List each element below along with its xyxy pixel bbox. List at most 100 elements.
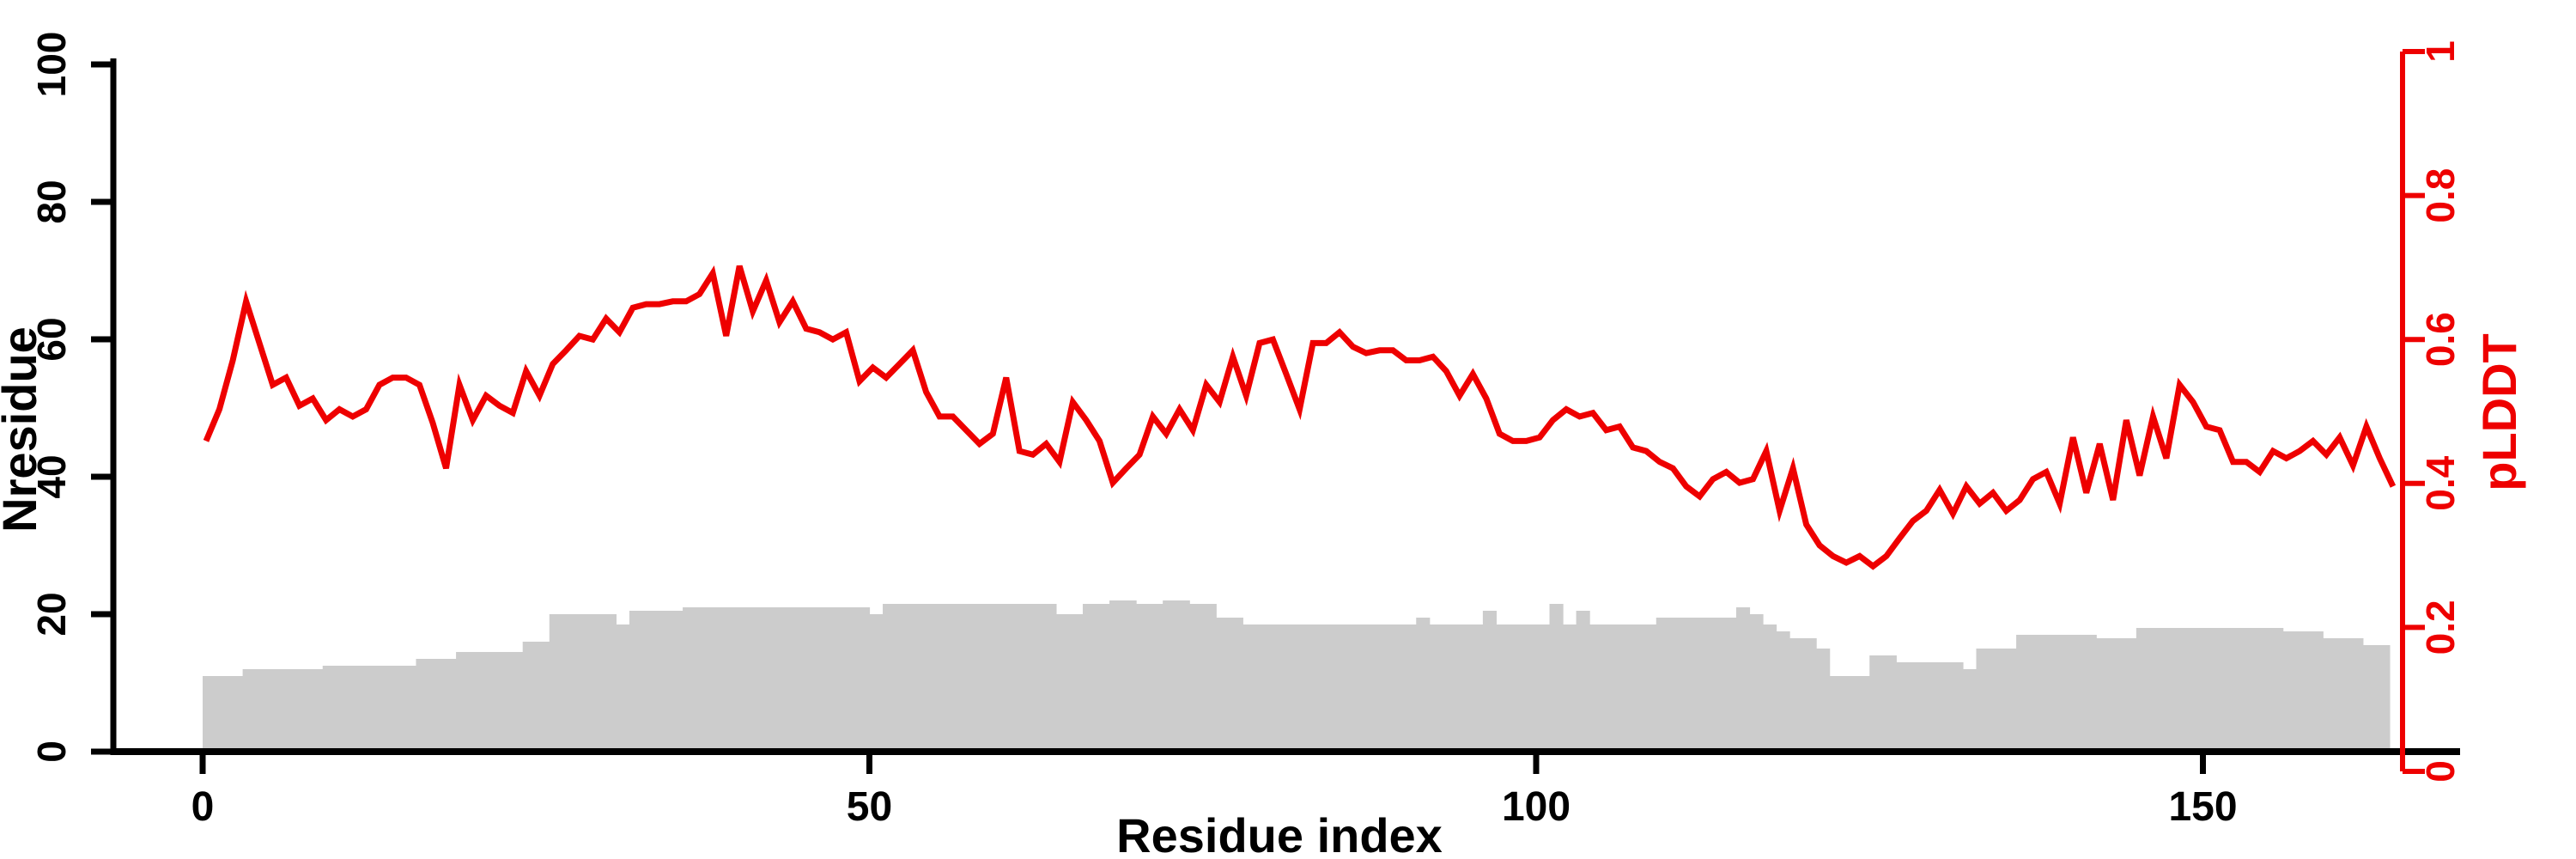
bar-residue [1616, 624, 1631, 752]
bar-residue [1255, 624, 1270, 752]
bar-residue [322, 666, 337, 752]
bar-residue [1949, 662, 1964, 752]
bar-residue [2149, 628, 2164, 752]
bar-residue [1776, 631, 1790, 752]
bar-residue [616, 624, 630, 752]
y-axis-right-tick-label: 0.4 [2418, 455, 2463, 510]
bar-residue [309, 669, 324, 752]
bar-residue [1309, 624, 1324, 752]
bar-residue [2176, 628, 2190, 752]
bar-residue [802, 607, 817, 752]
bar-residue [1482, 611, 1498, 752]
bar-residue [509, 652, 524, 752]
bar-residue [1843, 676, 1857, 752]
bar-residue [575, 614, 590, 752]
bar-residue [1455, 624, 1470, 752]
bar-residue [2043, 635, 2057, 752]
bar-residue [1536, 624, 1551, 752]
y-axis-right-tick-label: 0.6 [2418, 312, 2463, 367]
bar-residue [855, 607, 871, 752]
bar-residue [2256, 628, 2270, 752]
bar-residue [1189, 604, 1204, 752]
bar-residue [1656, 618, 1670, 752]
bar-residue [1296, 624, 1310, 752]
bar-residue [1469, 624, 1484, 752]
bar-residue [1416, 618, 1431, 752]
bar-residue [349, 666, 363, 752]
bar-residue [2016, 635, 2031, 752]
bar-residue [402, 666, 417, 752]
y-axis-right-title: pLDDT [2472, 333, 2526, 491]
bar-residue [709, 607, 724, 752]
bar-residue [842, 607, 857, 752]
y-axis-left-tick-label: 80 [29, 180, 74, 223]
bar-residue [602, 614, 617, 752]
bar-residue [1923, 662, 1937, 752]
bar-residue [1802, 638, 1817, 752]
bar-residue [1589, 624, 1604, 752]
y-axis-right-tick-label: 0.2 [2418, 600, 2463, 655]
axes: 0 20 40 60 80 100 0 50 100 150 0 0.2 0.4 0.6 0.8 1 [29, 32, 2463, 830]
bar-residue [909, 604, 924, 752]
bar-residue [522, 642, 537, 752]
plddt-line [203, 265, 2397, 570]
bar-residue [469, 652, 483, 752]
bar-residue [1643, 624, 1657, 752]
bar-residue [2296, 631, 2311, 752]
bar-residue [869, 614, 884, 752]
bar-residue [1576, 611, 1590, 752]
bar-residue [775, 607, 790, 752]
bar-residue [362, 666, 377, 752]
bar-residue [2136, 628, 2150, 752]
bar-residue [2056, 635, 2070, 752]
bar-residue [2123, 638, 2137, 752]
bar-residue [2202, 628, 2217, 752]
bar-residue [2069, 635, 2084, 752]
bar-residue [1202, 604, 1217, 752]
bar-residue [1709, 618, 1724, 752]
bar-residue [1055, 614, 1071, 752]
bar-residue [1549, 604, 1564, 752]
bar-residue [1669, 618, 1684, 752]
bar-residue [2082, 635, 2097, 752]
bar-residue [1322, 624, 1337, 752]
bar-residue [1722, 618, 1737, 752]
bar-residue [389, 666, 404, 752]
bar-residue [1749, 614, 1764, 752]
bar-residue [242, 669, 257, 752]
bar-residue [429, 659, 444, 752]
bar-residue [669, 611, 683, 752]
bar-residue [1816, 649, 1831, 752]
bar-residue [936, 604, 951, 752]
bar-residue [2376, 645, 2391, 752]
bar-residue [1389, 624, 1404, 752]
bar-residue [1563, 624, 1577, 752]
bar-residue [1349, 624, 1364, 752]
bar-residue [642, 611, 657, 752]
bar-residue [2029, 635, 2044, 752]
bar-residue [1002, 604, 1017, 752]
bar-residue [562, 614, 577, 752]
bar-residue [2243, 628, 2257, 752]
bar-residue [416, 659, 430, 752]
bar-residue [203, 676, 217, 752]
bar-residue [696, 607, 710, 752]
bar-residue [2309, 631, 2324, 752]
bar-residue [1163, 600, 1177, 752]
bar-residue [656, 611, 671, 752]
bar-residue [1376, 624, 1390, 752]
bar-residue [1896, 662, 1911, 752]
bar-residue [1496, 624, 1510, 752]
bar-residue [1629, 624, 1643, 752]
bar-residue [1029, 604, 1043, 752]
bar-residue [789, 607, 804, 752]
y-axis-right-tick-label: 1 [2418, 40, 2463, 63]
bar-residue [922, 604, 937, 752]
bar-residue [2282, 631, 2297, 752]
bar-residue [1363, 624, 1377, 752]
bar-residue [1602, 624, 1617, 752]
bar-residue [722, 607, 737, 752]
bar-residue [1122, 600, 1137, 752]
bar-residue [1096, 604, 1110, 752]
